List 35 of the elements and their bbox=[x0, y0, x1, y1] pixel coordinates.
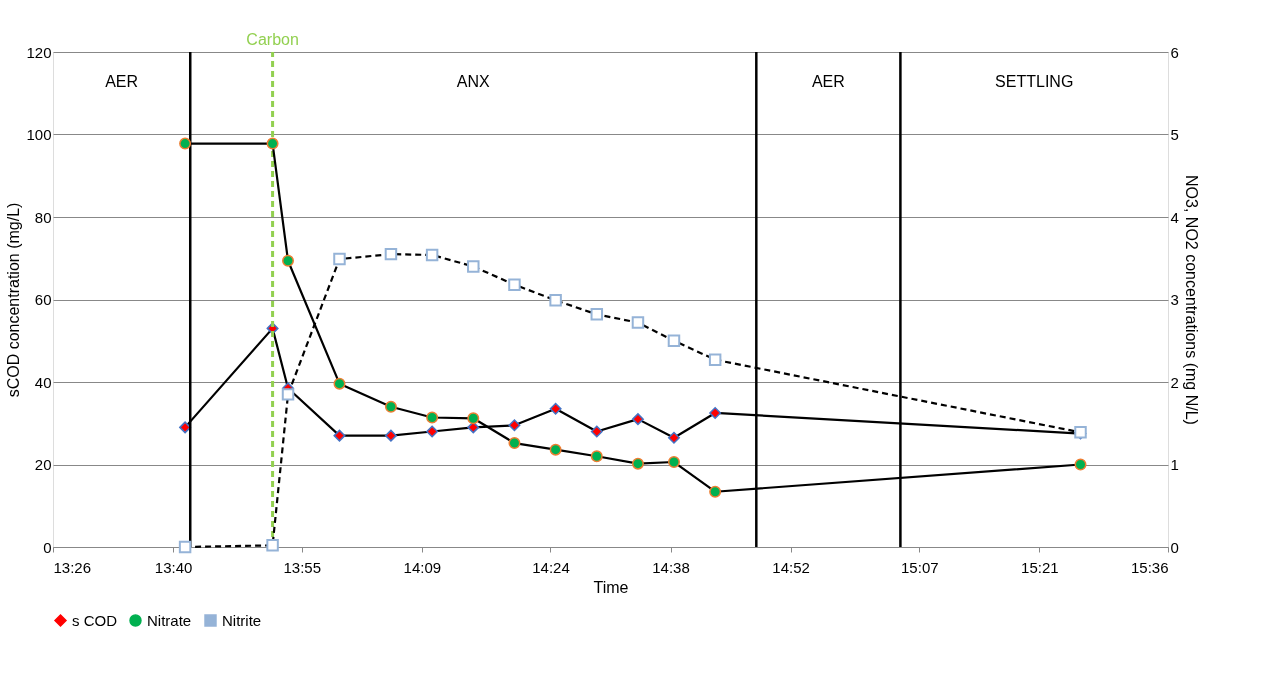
annotation: AER bbox=[105, 73, 139, 90]
y-tick-label: 40 bbox=[34, 373, 52, 391]
annotation: ANX bbox=[456, 73, 491, 90]
y2-tick-label: 5 bbox=[1170, 126, 1179, 143]
y2-tick-label: 0 bbox=[1170, 538, 1179, 556]
x-tick-label: 14:24 bbox=[532, 558, 570, 576]
y-tick-label: 60 bbox=[34, 291, 52, 308]
y-tick-label: 100 bbox=[26, 126, 52, 143]
x-tick-label: 15:07 bbox=[901, 558, 939, 576]
y2-tick-label: 1 bbox=[1170, 456, 1179, 473]
x-tick-label: 15:21 bbox=[1021, 558, 1059, 576]
annotation: SETTLING bbox=[995, 73, 1074, 90]
y2-axis-title: NO3, NO2 concentrations (mg N/L) bbox=[1182, 175, 1200, 425]
x-tick-label: 15:36 bbox=[1130, 558, 1169, 576]
ref-line-label: Carbon bbox=[246, 31, 299, 48]
y-tick-label: 20 bbox=[34, 456, 52, 473]
y2-tick-label: 3 bbox=[1170, 291, 1179, 308]
legend-label: Nitrite bbox=[222, 611, 262, 629]
x-tick-label: 14:09 bbox=[403, 558, 442, 576]
x-tick-label: 13:40 bbox=[154, 558, 193, 576]
y-tick-label: 120 bbox=[26, 43, 52, 61]
legend-label: Nitrate bbox=[147, 611, 192, 629]
x-tick-label: 14:38 bbox=[652, 558, 690, 576]
y-axis-title: sCOD concentration (mg/L) bbox=[5, 202, 23, 398]
legend-label: s COD bbox=[72, 611, 118, 629]
y-tick-label: 0 bbox=[43, 538, 52, 556]
x-axis-title: Time bbox=[593, 578, 629, 596]
x-tick-label: 13:26 bbox=[53, 558, 92, 576]
y2-tick-label: 4 bbox=[1170, 208, 1179, 226]
x-tick-label: 13:55 bbox=[283, 558, 322, 576]
y2-tick-label: 6 bbox=[1170, 43, 1179, 61]
annotation: AER bbox=[811, 73, 845, 90]
y2-tick-label: 2 bbox=[1170, 373, 1179, 391]
y-tick-label: 80 bbox=[34, 208, 52, 226]
x-tick-label: 14:52 bbox=[772, 558, 810, 576]
